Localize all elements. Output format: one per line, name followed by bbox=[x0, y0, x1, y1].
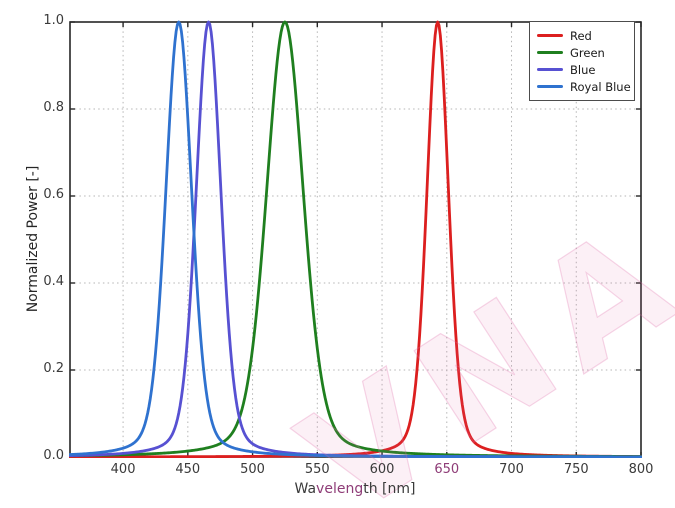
legend-line-swatch bbox=[537, 50, 563, 55]
legend: Red Green Blue Royal Blue bbox=[529, 21, 635, 101]
x-tick-label: 600 bbox=[369, 462, 395, 477]
x-tick-label: 800 bbox=[628, 462, 654, 477]
x-tick-label: 750 bbox=[563, 462, 589, 477]
legend-item-blue: Blue bbox=[537, 61, 627, 78]
y-tick-label: 0.4 bbox=[43, 274, 64, 289]
x-axis-label-part: veleng bbox=[316, 481, 364, 497]
x-tick-label: 500 bbox=[240, 462, 265, 477]
legend-line-swatch bbox=[537, 84, 563, 89]
legend-line-swatch bbox=[537, 33, 563, 38]
legend-label: Royal Blue bbox=[570, 79, 631, 94]
y-tick-label: 0.8 bbox=[43, 100, 64, 115]
watermark-letter: A bbox=[508, 195, 675, 404]
x-tick-label: 400 bbox=[110, 462, 136, 477]
y-tick-label: 0.6 bbox=[43, 187, 64, 202]
legend-item-green: Green bbox=[537, 44, 627, 61]
x-axis-label-part: Wa bbox=[294, 481, 317, 497]
y-tick-label: 1.0 bbox=[43, 13, 64, 28]
legend-label: Red bbox=[570, 28, 592, 43]
x-axis-label-part: th [nm] bbox=[363, 481, 416, 497]
x-tick-label: 700 bbox=[499, 462, 524, 477]
y-tick-label: 0.0 bbox=[43, 448, 64, 463]
legend-label: Blue bbox=[570, 62, 596, 77]
legend-item-red: Red bbox=[537, 27, 627, 44]
x-tick-label: 650 bbox=[434, 462, 460, 477]
legend-line-swatch bbox=[537, 67, 563, 72]
x-tick-label: 550 bbox=[304, 462, 330, 477]
series-curve-royal-blue bbox=[69, 20, 642, 458]
legend-item-royal-blue: Royal Blue bbox=[537, 78, 631, 95]
x-tick-label: 450 bbox=[175, 462, 201, 477]
legend-label: Green bbox=[570, 45, 605, 60]
y-tick-label: 0.2 bbox=[43, 361, 64, 376]
x-axis-label: Wavelength [nm] bbox=[205, 481, 505, 497]
